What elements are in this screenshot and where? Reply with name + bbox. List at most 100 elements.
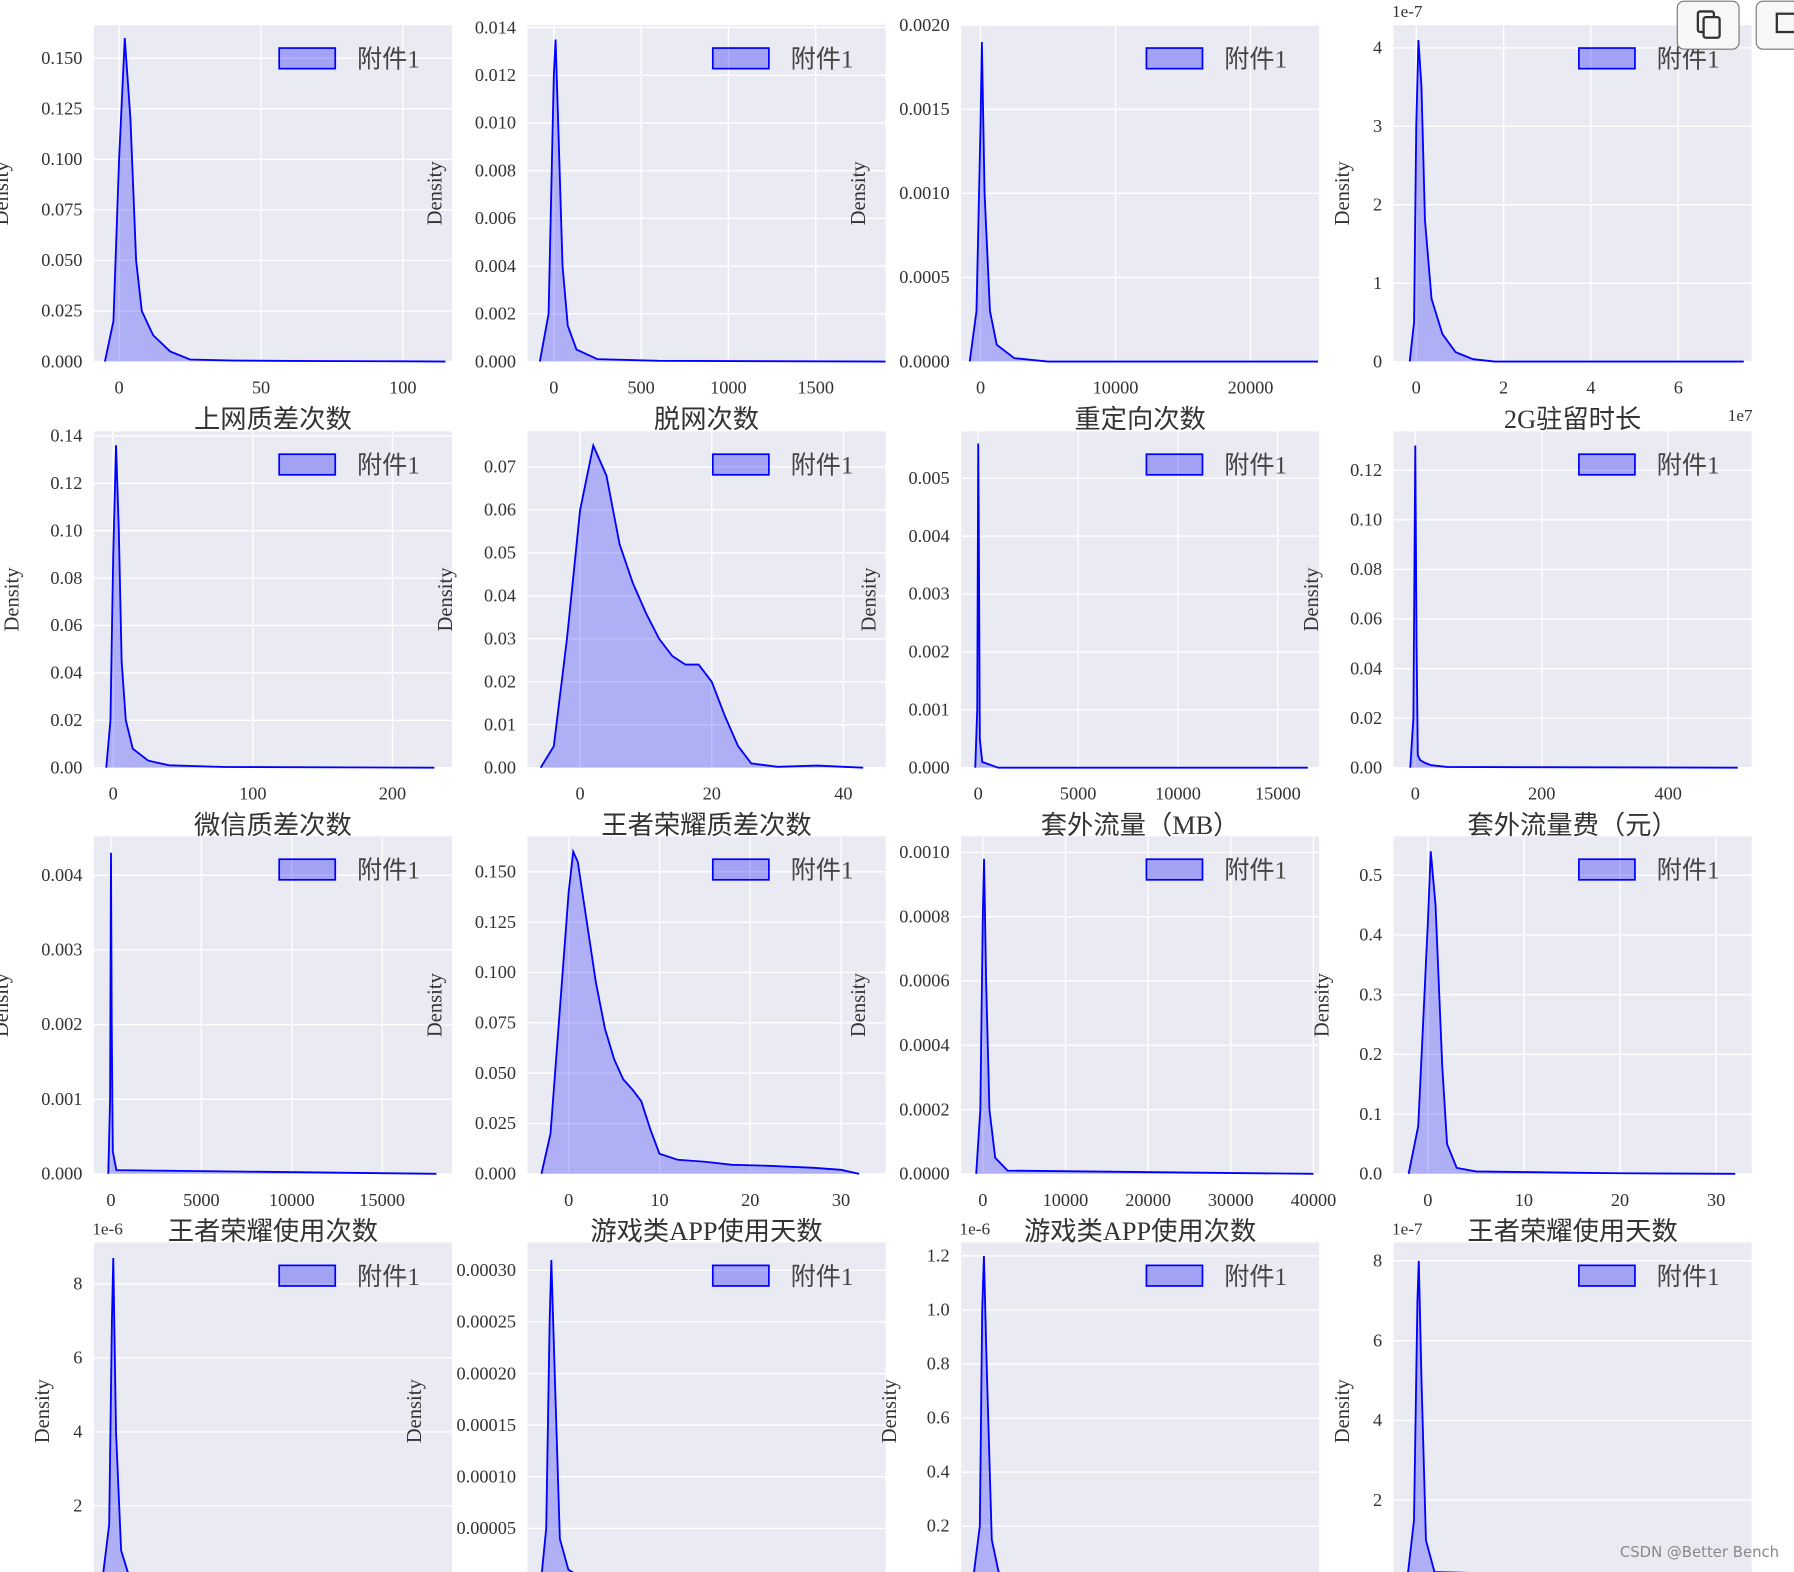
y-tick-label: 2 — [1373, 194, 1382, 214]
y-tick-label: 0.075 — [41, 200, 82, 220]
plot-background — [1393, 1242, 1752, 1572]
x-tick-label: 100 — [389, 378, 416, 398]
density-area — [541, 851, 860, 1174]
y-tick-label: 0.0004 — [899, 1035, 949, 1055]
plot-background — [93, 431, 452, 768]
y-tick-label: 0.0000 — [899, 351, 949, 371]
x-tick-label: 0 — [564, 1190, 573, 1210]
y-tick-label: 4 — [1373, 1410, 1382, 1430]
density-line — [973, 1255, 1001, 1572]
y-offset-label: 1e-7 — [1392, 1219, 1423, 1238]
y-tick-label: 0.100 — [475, 962, 516, 982]
x-tick-label: 50 — [252, 378, 270, 398]
x-tick-label: 0 — [576, 784, 585, 804]
x-tick-label: 10 — [1515, 1190, 1533, 1210]
y-tick-label: 0.025 — [41, 301, 82, 321]
y-tick-label: 0.000 — [475, 1164, 516, 1184]
save-button[interactable] — [1755, 0, 1794, 50]
legend-swatch — [1578, 453, 1636, 476]
y-tick-label: 0.001 — [908, 700, 949, 720]
y-axis-label: Density — [1332, 1379, 1354, 1444]
y-tick-label: 0.003 — [41, 940, 82, 960]
y-tick-label: 0.05 — [484, 543, 516, 563]
x-tick-label: 0 — [106, 1190, 115, 1210]
y-axis-label: Density — [1311, 972, 1333, 1037]
x-axis-label: 套外流量（MB） — [1041, 811, 1240, 840]
y-tick-label: 0.00 — [484, 757, 516, 777]
y-tick-label: 0.10 — [1350, 510, 1382, 530]
plot-background — [1393, 431, 1752, 768]
legend-label: 附件1 — [1224, 46, 1287, 74]
y-tick-label: 0.06 — [50, 615, 82, 635]
x-tick-label: 10000 — [269, 1190, 315, 1210]
plot-background — [961, 836, 1320, 1174]
y-tick-label: 2 — [73, 1496, 82, 1516]
y-tick-label: 0.0005 — [899, 267, 949, 287]
plot-background — [527, 431, 886, 768]
y-tick-label: 0.5 — [1359, 865, 1382, 885]
x-offset-label: 1e7 — [1728, 406, 1753, 425]
y-tick-label: 0.00020 — [457, 1363, 516, 1383]
y-tick-label: 0.03 — [484, 629, 516, 649]
density-area — [540, 445, 864, 768]
plot-background — [93, 25, 452, 362]
x-tick-label: 200 — [1528, 784, 1555, 804]
y-tick-label: 0.2 — [927, 1516, 950, 1536]
y-tick-label: 2 — [1373, 1490, 1382, 1510]
y-tick-label: 0.075 — [475, 1013, 516, 1033]
legend-swatch — [278, 1264, 337, 1287]
y-tick-label: 0.2 — [1359, 1044, 1382, 1064]
y-tick-label: 0.04 — [1350, 658, 1382, 678]
legend-swatch — [1145, 47, 1204, 70]
y-tick-label: 0.0010 — [899, 842, 949, 862]
plot-background — [527, 25, 886, 362]
density-line — [975, 858, 1314, 1175]
y-tick-label: 1.0 — [927, 1300, 950, 1320]
y-tick-label: 0.002 — [475, 304, 516, 324]
legend-label: 附件1 — [1224, 1263, 1287, 1291]
plot-background — [1393, 25, 1752, 362]
y-tick-label: 0.005 — [908, 468, 949, 488]
legend-label: 附件1 — [1657, 1263, 1720, 1291]
plot-background — [961, 1242, 1320, 1572]
x-axis-label: 微信质差次数 — [194, 811, 352, 840]
legend-label: 附件1 — [791, 857, 854, 885]
legend-swatch — [278, 858, 337, 881]
density-line — [1409, 445, 1738, 769]
x-axis-label: 套外流量费（元） — [1467, 811, 1677, 840]
y-tick-label: 8 — [1373, 1251, 1382, 1271]
x-tick-label: 100 — [239, 784, 266, 804]
density-line — [539, 442, 864, 769]
x-tick-label: 1500 — [797, 378, 834, 398]
density-line — [974, 443, 1308, 769]
plot-background — [93, 836, 452, 1174]
x-tick-label: 6 — [1674, 378, 1683, 398]
y-axis-label: Density — [848, 972, 870, 1037]
y-tick-label: 0.006 — [475, 208, 516, 228]
y-axis-label: Density — [425, 972, 447, 1037]
y-tick-label: 0.0015 — [899, 99, 949, 119]
watermark: CSDN @Better Bench — [1620, 1543, 1779, 1561]
copy-icon — [1702, 16, 1721, 39]
x-tick-label: 10000 — [1093, 378, 1139, 398]
x-axis-label: 2G驻留时长 — [1504, 405, 1641, 434]
y-tick-label: 4 — [73, 1422, 82, 1442]
y-tick-label: 0.000 — [475, 351, 516, 371]
legend-swatch — [1578, 47, 1636, 70]
x-tick-label: 30 — [832, 1190, 850, 1210]
plot-background — [527, 836, 886, 1174]
density-line — [102, 1258, 129, 1572]
y-axis-label: Density — [435, 567, 457, 632]
y-tick-label: 0.000 — [908, 757, 949, 777]
plot-background — [527, 1242, 886, 1572]
y-tick-label: 0.8 — [927, 1354, 950, 1374]
x-tick-label: 4 — [1586, 378, 1595, 398]
y-tick-label: 6 — [73, 1348, 82, 1368]
y-tick-label: 0.008 — [475, 160, 516, 180]
density-line — [1408, 40, 1744, 363]
x-tick-label: 30 — [1707, 1190, 1725, 1210]
y-axis-label: Density — [32, 1379, 54, 1444]
x-tick-label: 400 — [1654, 784, 1681, 804]
